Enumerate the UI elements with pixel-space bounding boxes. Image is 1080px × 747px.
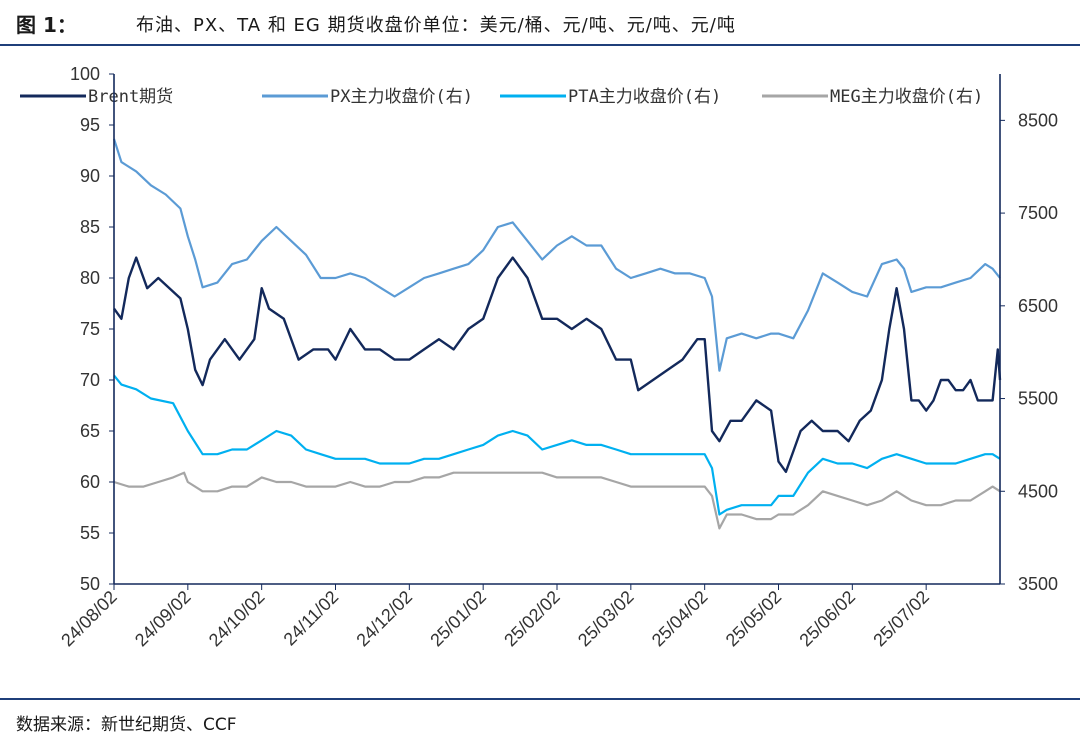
legend: Brent期货 PX主力收盘价(右) PTA主力收盘价(右) MEG主力收盘价(右): [20, 87, 983, 107]
x-tick-label: 25/04/02: [648, 587, 712, 651]
x-tick-label: 24/09/02: [131, 587, 195, 651]
y-left-tick-label: 75: [80, 319, 100, 339]
y-left-axis: 50 55 60 65 70 75 80 85 90 95 100: [70, 64, 114, 594]
legend-label-2: PTA主力收盘价(右): [568, 87, 721, 107]
y-left-tick-label: 50: [80, 574, 100, 594]
y-left-tick-label: 85: [80, 217, 100, 237]
y-left-tick-label: 100: [70, 64, 100, 84]
x-tick-label: 25/07/02: [869, 587, 933, 651]
x-axis: 24/08/02 24/09/02 24/10/02 24/11/02 24/12/02…: [57, 584, 933, 650]
source-note: 数据来源：新世纪期货、CCF: [16, 715, 237, 735]
chart: 50 55 60 65 70 75 80 85 90 95 100 3500 4500 5500 6500…: [20, 64, 1058, 650]
x-tick-label: 24/08/02: [57, 587, 121, 651]
x-tick-label: 25/03/02: [574, 587, 638, 651]
y-right-tick-label: 4500: [1018, 481, 1058, 501]
y-right-tick-label: 5500: [1018, 389, 1058, 409]
y-left-tick-label: 55: [80, 523, 100, 543]
x-tick-label: 25/06/02: [795, 587, 859, 651]
figure-title: 布油、PX、TA 和 EG 期货收盘价单位：美元/桶、元/吨、元/吨、元/吨: [136, 15, 736, 36]
x-tick-label: 25/01/02: [426, 587, 490, 651]
series-line-0: [113, 256, 1002, 473]
y-left-tick-label: 60: [80, 472, 100, 492]
y-right-tick-label: 7500: [1018, 203, 1058, 223]
y-left-tick-label: 65: [80, 421, 100, 441]
series-line-1: [112, 138, 1001, 372]
y-left-tick-label: 95: [80, 115, 100, 135]
legend-label-0: Brent期货: [88, 87, 173, 107]
x-tick-label: 25/02/02: [500, 587, 564, 651]
x-tick-label: 24/12/02: [352, 587, 416, 651]
figure-header: 图 1： 布油、PX、TA 和 EG 期货收盘价单位：美元/桶、元/吨、元/吨、…: [0, 0, 1080, 46]
y-right-tick-label: 3500: [1018, 574, 1058, 594]
y-left-tick-label: 90: [80, 166, 100, 186]
x-tick-label: 24/10/02: [205, 587, 269, 651]
y-left-tick-label: 80: [80, 268, 100, 288]
legend-label-1: PX主力收盘价(右): [330, 87, 473, 107]
figure-label: 图 1：: [16, 13, 77, 37]
series-line-2: [113, 374, 1001, 516]
y-right-tick-label: 8500: [1018, 110, 1058, 130]
y-right-tick-label: 6500: [1018, 296, 1058, 316]
series-lines: [112, 138, 1002, 530]
figure-footer: 数据来源：新世纪期货、CCF: [0, 698, 1080, 747]
y-left-tick-label: 70: [80, 370, 100, 390]
x-tick-label: 25/05/02: [722, 587, 786, 651]
legend-label-3: MEG主力收盘价(右): [830, 87, 983, 107]
series-line-3: [113, 471, 1001, 530]
x-tick-label: 24/11/02: [280, 587, 343, 650]
y-right-axis: 3500 4500 5500 6500 7500 8500: [1000, 110, 1058, 594]
